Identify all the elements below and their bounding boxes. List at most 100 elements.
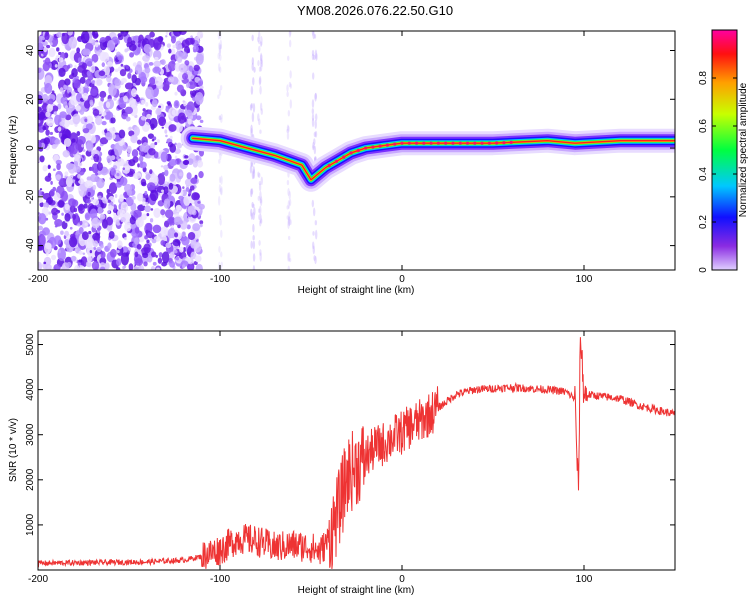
noise-blob — [160, 151, 168, 163]
x-tick-label: -200 — [28, 574, 48, 585]
noise-blob — [54, 219, 63, 227]
noise-blob — [62, 93, 67, 98]
noise-blob — [132, 62, 138, 67]
noise-blob — [91, 217, 101, 229]
y-tick-label: 40 — [25, 45, 36, 57]
noise-blob — [49, 188, 55, 197]
noise-blob — [143, 243, 151, 254]
streak-blob — [313, 131, 317, 138]
spectrogram-x-label: Height of straight line (km) — [298, 285, 415, 296]
streak-blob — [313, 54, 316, 60]
y-tick-label: 4000 — [25, 378, 36, 401]
noise-blob — [81, 62, 88, 70]
noise-blob — [51, 143, 57, 149]
noise-blob — [188, 65, 194, 72]
noise-blob — [108, 182, 118, 194]
streak-blob — [257, 113, 260, 122]
streak-blob — [311, 99, 315, 109]
streak-blob — [314, 255, 317, 265]
noise-blob — [156, 139, 161, 143]
noise-blob — [43, 46, 48, 53]
streak-blob — [259, 85, 262, 95]
noise-blob — [122, 265, 126, 270]
noise-blob — [42, 262, 48, 270]
noise-blob — [51, 254, 57, 261]
streak-blob — [257, 195, 261, 201]
spectrogram-y-ticks: -40 -20 0 20 40 — [25, 45, 675, 253]
noise-blob — [172, 238, 181, 247]
noise-blob — [45, 111, 51, 118]
noise-blob — [187, 48, 191, 54]
noise-blob — [150, 208, 154, 211]
noise-blob — [38, 261, 43, 270]
noise-blob — [107, 199, 111, 203]
streak-blob — [219, 44, 222, 50]
noise-blob — [96, 246, 102, 253]
noise-blob — [68, 236, 78, 248]
noise-blob — [168, 48, 172, 54]
noise-blob — [72, 179, 76, 183]
streak-blob — [260, 35, 263, 46]
noise-blob — [145, 101, 149, 107]
streak-blob — [217, 32, 221, 40]
streak-blob — [218, 115, 222, 121]
noise-blob — [175, 122, 183, 133]
streak-blob — [312, 145, 315, 151]
noise-blob — [78, 204, 84, 211]
noise-blob — [178, 172, 183, 177]
noise-blob — [71, 138, 76, 143]
noise-blob — [107, 242, 112, 249]
streak-blob — [260, 108, 264, 116]
streak-blob — [219, 85, 223, 91]
noise-blob — [128, 43, 137, 51]
noise-blob — [144, 67, 151, 74]
y-tick-label: 1000 — [25, 513, 36, 536]
ridge-peak — [465, 141, 470, 145]
streak-blob — [288, 31, 292, 38]
noise-blob — [116, 101, 119, 105]
noise-blob — [46, 104, 54, 112]
noise-blob — [64, 171, 69, 177]
noise-blob — [111, 132, 116, 140]
noise-blob — [101, 116, 104, 119]
noise-blob — [99, 37, 107, 43]
noise-blob — [52, 168, 56, 172]
noise-blob — [160, 59, 166, 66]
noise-blob — [188, 71, 192, 75]
streak-blob — [311, 113, 315, 121]
noise-blob — [82, 92, 89, 101]
noise-blob — [174, 91, 178, 96]
noise-blob — [149, 218, 154, 223]
noise-blob — [39, 188, 43, 191]
noise-blob — [54, 235, 62, 246]
noise-blob — [104, 129, 108, 133]
noise-blob — [73, 80, 81, 89]
noise-blob — [84, 180, 94, 189]
noise-blob — [168, 107, 176, 119]
noise-blob — [155, 107, 162, 116]
streak-blob — [315, 113, 318, 121]
noise-blob — [186, 224, 191, 230]
noise-blob — [106, 39, 116, 52]
noise-blob — [133, 209, 142, 218]
noise-blob — [108, 230, 115, 239]
streak-blob — [252, 253, 256, 262]
noise-blob — [189, 265, 194, 269]
noise-blob — [87, 38, 95, 44]
noise-blob — [133, 265, 142, 270]
noise-blob — [92, 108, 100, 117]
streak-blob — [259, 61, 263, 72]
streak-blob — [288, 198, 292, 207]
noise-blob — [48, 47, 56, 58]
ridge-peak — [422, 141, 426, 145]
streak-blob — [218, 44, 222, 55]
noise-blob — [175, 204, 182, 211]
streak-blob — [314, 92, 318, 100]
streak-blob — [252, 102, 256, 113]
noise-blob — [167, 60, 177, 72]
streak-blob — [259, 198, 263, 204]
noise-blob — [78, 250, 83, 255]
noise-blob — [114, 193, 118, 198]
noise-blob — [58, 249, 61, 254]
